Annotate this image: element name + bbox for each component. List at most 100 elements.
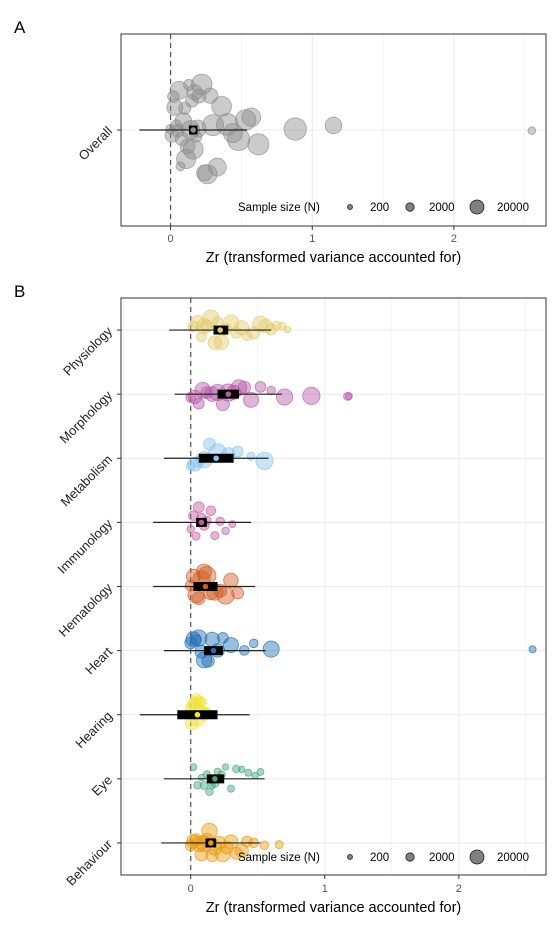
effect-size-point [187, 456, 203, 472]
x-tick-label: 0 [188, 883, 194, 895]
effect-size-point [227, 784, 235, 793]
effect-size-point [266, 385, 276, 396]
effect-size-point [223, 834, 239, 850]
pooled-estimate [197, 517, 206, 527]
effect-size-point [216, 586, 235, 605]
effect-size-point [254, 381, 267, 393]
effect-size-point [276, 388, 294, 406]
effect-size-point [252, 315, 269, 333]
x-axis-label: Zr (transformed variance accounted for) [206, 900, 461, 916]
effect-size-point [232, 764, 241, 774]
effect-size-point [283, 325, 292, 334]
legend-key [469, 849, 485, 865]
effect-size-point [247, 133, 270, 156]
effect-size-point [194, 847, 209, 862]
effect-size-point [234, 843, 249, 858]
effect-size-point [255, 451, 274, 470]
effect-size-point [527, 126, 537, 136]
effect-size-point [197, 164, 218, 185]
effect-size-point [182, 138, 204, 160]
effect-size-point [222, 637, 239, 653]
legend-label: 20000 [497, 202, 529, 214]
row-hematology [153, 563, 256, 606]
pooled-estimate [215, 325, 225, 335]
panel-label: B [14, 282, 25, 301]
legend-label: 2000 [429, 852, 455, 864]
legend-key [347, 854, 353, 860]
pooled-estimate [209, 646, 218, 656]
x-tick-label: 2 [451, 233, 457, 245]
pooled-estimate [211, 453, 221, 463]
effect-size-point [226, 127, 251, 151]
effect-size-point [191, 531, 201, 541]
row-physiology [169, 309, 292, 350]
effect-size-point [221, 526, 230, 536]
effect-size-point [201, 822, 218, 840]
effect-size-point [241, 330, 253, 341]
panel-border [120, 33, 547, 227]
panel-border [120, 297, 547, 876]
effect-size-point [205, 505, 217, 516]
row-overall [139, 73, 537, 185]
effect-size-point [192, 501, 205, 513]
effect-size-point [191, 591, 206, 606]
effect-size-point [238, 765, 246, 774]
row-hearing [139, 693, 250, 731]
effect-size-point [223, 572, 239, 589]
effect-size-point [256, 768, 265, 776]
x-axis-label: Zr (transformed variance accounted for) [206, 250, 461, 266]
effect-size-point [258, 318, 273, 334]
effect-size-point [210, 531, 220, 541]
legend-title: Sample size (N) [238, 852, 320, 864]
legend-label: 200 [370, 852, 389, 864]
effect-size-point [192, 397, 205, 410]
effect-size-point [188, 510, 199, 521]
row-behaviour [161, 822, 284, 863]
effect-size-point [259, 840, 270, 851]
effect-size-point [215, 516, 225, 527]
effect-size-point [262, 640, 280, 658]
effect-size-point [193, 781, 202, 790]
legend-key [469, 199, 485, 215]
effect-size-point [207, 335, 222, 350]
effect-size-point [246, 451, 256, 461]
legend-key [405, 852, 415, 862]
row-eye [163, 763, 265, 796]
effect-size-point [241, 107, 262, 127]
row-metabolism [163, 437, 274, 472]
x-tick-label: 2 [456, 883, 462, 895]
x-tick-label: 0 [168, 233, 174, 245]
effect-size-point [186, 524, 195, 534]
effect-size-point [229, 847, 243, 860]
legend-key [405, 202, 415, 212]
row-heart [163, 629, 537, 669]
effect-size-point [345, 392, 353, 401]
legend-key [347, 204, 353, 210]
legend-label: 20000 [497, 852, 529, 864]
effect-size-point [199, 781, 209, 790]
effect-size-point [265, 323, 278, 336]
effect-size-point [274, 840, 284, 850]
pooled-estimate [193, 710, 202, 720]
x-tick-label: 1 [309, 233, 315, 245]
panel-label: A [14, 18, 26, 37]
effect-size-point [196, 563, 213, 580]
row-morphology [174, 379, 353, 412]
effect-size-point [244, 768, 253, 777]
row-immunology [153, 501, 252, 541]
effect-size-point [213, 334, 230, 350]
effect-size-point [528, 645, 537, 654]
effect-size-point [221, 763, 230, 771]
size-legend: Sample size (N) 200 2000 20000 [238, 849, 529, 865]
effect-size-point [249, 638, 259, 649]
pooled-estimate [210, 774, 220, 784]
effect-size-point [231, 445, 244, 458]
effect-size-point [241, 835, 253, 848]
x-tick-label: 1 [322, 883, 328, 895]
pooled-estimate [206, 838, 216, 848]
effect-size-point [187, 320, 200, 333]
effect-size-point [207, 157, 227, 177]
effect-size-point [190, 693, 202, 705]
